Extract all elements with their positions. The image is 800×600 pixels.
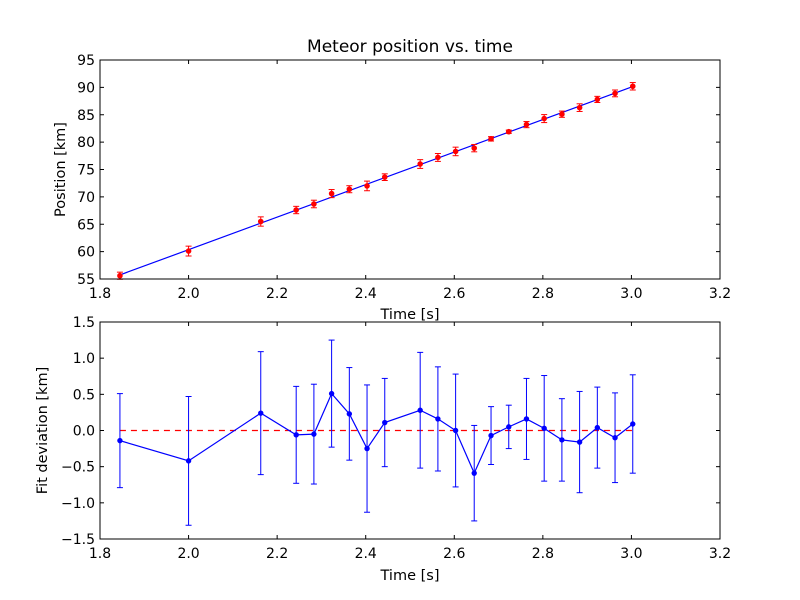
deviation-point — [185, 458, 192, 464]
deviation-point — [559, 437, 565, 443]
x-tick-label: 3.2 — [709, 286, 731, 302]
y-tick-label: 1.0 — [73, 351, 95, 367]
position-point — [185, 248, 192, 254]
deviation-point — [523, 416, 530, 422]
x-tick-label: 2.4 — [355, 546, 377, 562]
position-point — [346, 186, 353, 193]
position-point — [505, 128, 512, 135]
position-point — [629, 83, 636, 90]
position-point — [311, 201, 317, 207]
deviation-point — [541, 425, 547, 432]
deviation-point — [417, 407, 423, 413]
position-x-axis-label: Time [s] — [380, 307, 440, 323]
y-tick-label: −1.0 — [61, 496, 95, 512]
deviation-x-axis-label: Time [s] — [380, 568, 440, 584]
position-point — [328, 190, 335, 197]
deviation-point — [258, 410, 264, 416]
x-tick-label: 1.8 — [89, 286, 111, 302]
deviation-point — [452, 427, 459, 434]
y-tick-label: 75 — [77, 163, 95, 179]
deviation-point — [471, 470, 477, 476]
position-y-axis-label: Position [km] — [53, 122, 69, 217]
y-tick-label: 60 — [77, 245, 95, 261]
deviation-point — [435, 416, 441, 422]
y-tick-label: 80 — [77, 135, 95, 151]
y-tick-label: 0.0 — [73, 424, 95, 440]
position-point — [452, 148, 459, 155]
deviation-point — [488, 432, 494, 439]
x-tick-label: 2.2 — [266, 286, 288, 302]
deviation-ticks: 1.8 2.0 2.2 2.4 2.6 2.8 3.0 3.2 −1.5 −1.0 −0.5 0.0 0… — [61, 315, 731, 562]
y-tick-label: 0.5 — [73, 387, 95, 403]
y-tick-label: −1.5 — [61, 532, 95, 548]
y-tick-label: 55 — [77, 272, 95, 288]
x-tick-label: 2.8 — [532, 286, 554, 302]
deviation-plot-area — [116, 339, 636, 526]
deviation-point — [630, 421, 636, 427]
x-tick-label: 2.6 — [443, 546, 465, 562]
deviation-point — [506, 424, 512, 430]
x-tick-label: 2.2 — [266, 546, 288, 562]
fit-line — [119, 85, 633, 276]
position-subplot: Meteor position vs. time 1.8 2.0 2.2 2.4 2.6… — [53, 37, 731, 323]
y-tick-label: 70 — [77, 190, 95, 206]
y-tick-label: 1.5 — [73, 315, 95, 331]
x-tick-label: 3.2 — [709, 546, 731, 562]
deviation-point — [364, 445, 370, 452]
chart-title: Meteor position vs. time — [307, 37, 513, 57]
position-point — [541, 115, 547, 122]
y-tick-label: 85 — [77, 108, 95, 124]
deviation-subplot: 1.8 2.0 2.2 2.4 2.6 2.8 3.0 3.2 −1.5 −1.0 −0.5 0.0 0… — [35, 315, 731, 584]
position-point — [364, 183, 370, 189]
y-tick-label: −0.5 — [61, 460, 95, 476]
position-plot-area — [116, 82, 636, 280]
deviation-point — [576, 439, 583, 445]
x-tick-label: 2.0 — [177, 546, 199, 562]
position-point — [417, 161, 423, 167]
y-tick-label: 90 — [77, 80, 95, 96]
position-point — [612, 90, 618, 97]
position-point — [381, 174, 388, 180]
position-point — [257, 218, 264, 225]
deviation-point — [382, 419, 388, 426]
deviation-point — [328, 390, 335, 397]
position-point — [435, 154, 441, 161]
x-tick-label: 2.6 — [443, 286, 465, 302]
position-point — [293, 207, 299, 213]
deviation-line — [119, 392, 634, 475]
y-tick-label: 95 — [77, 53, 95, 69]
position-ticks: 1.8 2.0 2.2 2.4 2.6 2.8 3.0 3.2 55 60 65 70 75 80 85 90… — [77, 53, 731, 302]
deviation-point — [346, 411, 353, 417]
position-point — [559, 111, 565, 118]
deviation-point — [311, 431, 317, 437]
position-point — [523, 121, 530, 128]
position-point — [471, 145, 478, 151]
y-tick-label: 65 — [77, 217, 95, 233]
deviation-point — [117, 437, 123, 444]
x-tick-label: 2.0 — [177, 286, 199, 302]
deviation-y-axis-label: Fit deviation [km] — [35, 367, 51, 494]
x-tick-label: 3.0 — [620, 286, 642, 302]
x-tick-label: 3.0 — [620, 546, 642, 562]
x-tick-label: 1.8 — [89, 546, 111, 562]
x-tick-label: 2.4 — [355, 286, 377, 302]
deviation-point — [594, 424, 601, 431]
x-tick-label: 2.8 — [532, 546, 554, 562]
deviation-point — [293, 432, 299, 438]
position-point — [576, 104, 583, 111]
deviation-point — [612, 435, 618, 441]
position-point — [594, 96, 601, 103]
position-point — [117, 272, 123, 279]
position-point — [488, 136, 494, 142]
